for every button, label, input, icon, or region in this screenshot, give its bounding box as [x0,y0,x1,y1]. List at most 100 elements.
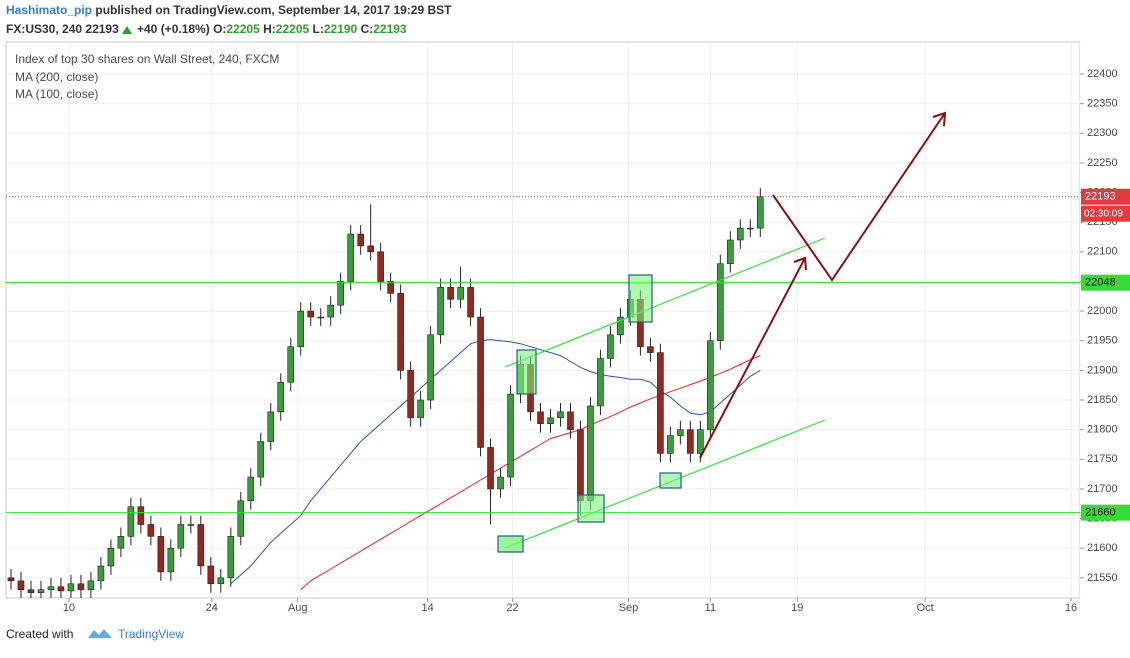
candle-body [47,586,55,591]
arrow-head [793,256,807,271]
highlight-box [497,535,524,553]
candle-body [77,583,85,591]
last-price-tag [1081,188,1130,205]
plot-area [5,41,1081,599]
candle-body [427,334,434,401]
candle-body [607,334,614,359]
ma-line [300,355,761,591]
candle-body [87,580,95,591]
high-label: H: [263,22,276,36]
candle-body [457,287,464,300]
candle-body [717,263,724,342]
y-tick-label: 21600 [1087,542,1118,554]
candle-body [117,536,125,549]
candle-body [237,500,245,537]
arrow-head [932,111,947,127]
x-tick-label: 10 [63,602,75,614]
x-tick-label: 16 [1065,602,1077,614]
candle-body [617,316,624,336]
trend-line [504,237,826,368]
arrow [772,112,946,282]
candle-body [657,352,664,454]
candle-body [567,411,574,430]
candle-body [67,583,75,592]
footer-created: Created with [6,627,73,641]
candle-body [357,233,364,247]
candle-body [747,227,754,230]
candle-body [707,340,714,430]
countdown-tag [1081,205,1130,222]
y-tick-label: 22100 [1087,246,1118,258]
candle-body [667,435,674,454]
levels [6,196,1080,514]
candle-body [127,506,135,537]
change: +40 (+0.18%) [137,22,210,36]
open-label: O: [213,22,226,36]
candle-body [537,411,544,425]
highlight-box [659,472,682,489]
y-tick-label: 21800 [1087,424,1118,436]
candle-body [737,227,744,241]
candle-body [27,589,35,593]
candle-body [157,536,165,573]
candle-body [547,417,554,425]
low: 22190 [324,22,358,36]
candle-body [477,316,484,448]
moving-averages [230,339,761,591]
candle-body [367,245,374,253]
last: 22193 [85,22,119,36]
symbol: FX:US30, 240 [6,22,82,36]
footer-brand[interactable]: TradingView [118,627,184,641]
up-triangle [122,26,132,34]
header-line: Hashimato_pip published on TradingView.c… [6,3,452,17]
candle-body [337,281,344,306]
candle-body [577,429,584,502]
x-tick-label: Aug [288,602,308,614]
y-tick-label: 21900 [1087,364,1118,376]
open: 22205 [226,22,260,36]
y-tick-label: 22000 [1087,305,1118,317]
last-price-label: 22193 [1085,191,1116,203]
time-axis: 10 24 Aug 14 22 Sep 11 19 Oct 16 [63,598,1077,614]
candle-body [297,310,305,347]
level-tag [1081,504,1130,521]
candle-body [37,589,45,593]
candle-body [387,281,394,294]
highlight-box [577,494,605,523]
candle-body [287,346,295,383]
close-label: C: [361,22,374,36]
legend-entry: MA (200, close) [15,70,98,84]
candle-body [107,547,115,567]
candle-body [327,304,334,318]
level-tag [1081,274,1130,291]
candle-body [587,405,594,502]
x-tick-label: Oct [917,602,934,614]
candle-body [147,524,155,537]
candle-body [17,580,25,591]
candle-body [437,287,444,336]
candle-body [677,429,684,436]
quote-line: FX:US30, 240 22193 [6,22,119,36]
quote-values: +40 (+0.18%) O:22205 H:22205 L:22190 C:2… [137,22,407,36]
x-tick-label: 24 [206,602,218,614]
candle-body [407,370,414,419]
ma-line [230,339,761,585]
candle-body [397,293,404,371]
candle-body [756,196,764,229]
candle-body [347,233,354,282]
candle-body [7,577,15,582]
candle-body [447,287,454,300]
candle-body [187,524,195,526]
low-label: L: [313,22,324,36]
x-tick-label: Sep [619,602,639,614]
candle-body [417,399,424,419]
author: Hashimato_pip [6,3,92,17]
chart-title: Index of top 30 shares on Wall Street, 2… [15,52,279,66]
candle-body [727,239,734,264]
close: 22193 [373,22,407,36]
candle-body [57,586,65,592]
x-tick-label: 22 [506,602,518,614]
candle-body [557,411,564,419]
candle-body [307,310,315,318]
